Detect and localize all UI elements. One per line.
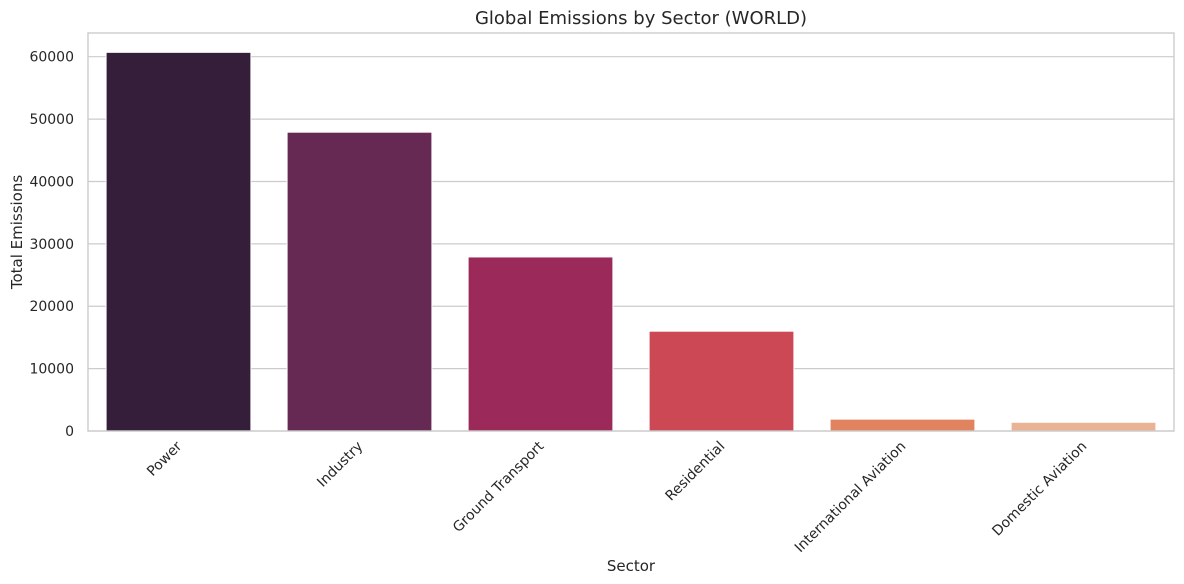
y-tick-label: 30000 (29, 237, 74, 253)
gridlines (88, 56, 1174, 432)
y-tick-label: 0 (65, 424, 74, 440)
x-tick-label: Industry (314, 439, 366, 491)
y-tick-label: 40000 (29, 174, 74, 190)
bar (105, 51, 252, 432)
bar (1010, 421, 1157, 432)
y-axis-label: Total Emissions (8, 175, 26, 291)
y-tick-label: 10000 (29, 362, 74, 378)
plot-frame (87, 32, 1175, 432)
bar (829, 418, 976, 432)
x-tick-label: Power (144, 438, 185, 479)
chart-title: Global Emissions by Sector (WORLD) (475, 8, 807, 29)
bars (105, 51, 1157, 432)
y-tick-label: 60000 (29, 50, 74, 66)
x-axis-label: Sector (607, 557, 656, 575)
x-tick-label: International Aviation (792, 439, 909, 556)
x-tick-label: Residential (662, 439, 728, 505)
bar (648, 330, 795, 432)
x-tick-label: Domestic Aviation (989, 439, 1090, 540)
bar (286, 131, 433, 432)
bar (467, 256, 614, 432)
y-tick-label: 50000 (29, 112, 74, 128)
y-tick-label: 20000 (29, 299, 74, 315)
x-axis-ticks: Power Industry Ground Transport Residential… (144, 438, 1090, 556)
y-axis-ticks: 0 10000 20000 30000 40000 50000 60000 (29, 50, 74, 440)
x-tick-label: Ground Transport (450, 438, 548, 536)
